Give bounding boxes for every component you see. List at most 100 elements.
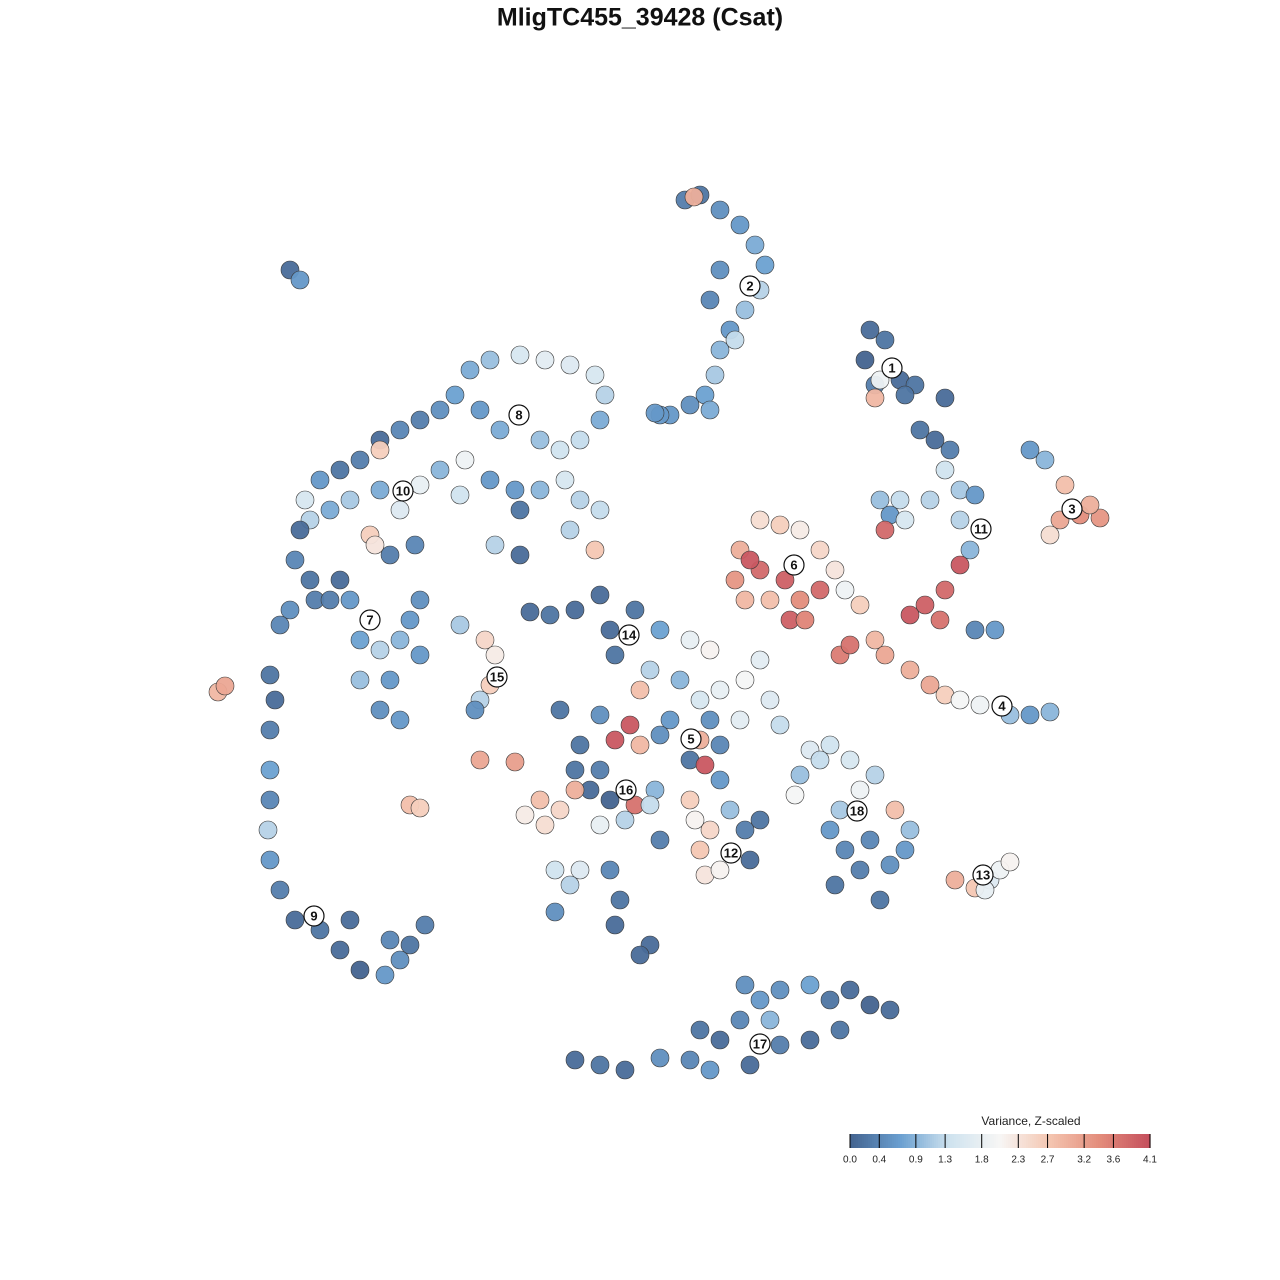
point xyxy=(865,388,885,408)
colorbar-segment xyxy=(936,1134,939,1148)
colorbar-segment xyxy=(928,1134,931,1148)
point xyxy=(950,510,970,530)
colorbar-tick-label: 0.4 xyxy=(872,1155,886,1166)
point xyxy=(585,540,605,560)
point xyxy=(530,790,550,810)
point xyxy=(785,785,805,805)
colorbar-segment xyxy=(906,1134,909,1148)
point xyxy=(950,555,970,575)
point xyxy=(625,600,645,620)
point xyxy=(410,475,430,495)
point xyxy=(735,590,755,610)
point xyxy=(270,880,290,900)
colorbar-segment xyxy=(886,1134,889,1148)
colorbar-tick-label: 4.1 xyxy=(1143,1155,1157,1166)
colorbar-segment xyxy=(968,1134,971,1148)
point xyxy=(935,460,955,480)
point xyxy=(570,430,590,450)
point xyxy=(820,820,840,840)
colorbar-segment xyxy=(884,1134,887,1148)
colorbar-segment xyxy=(966,1134,969,1148)
cluster-label: 18 xyxy=(850,803,864,818)
colorbar-segment xyxy=(994,1134,997,1148)
point xyxy=(935,388,955,408)
point xyxy=(740,1055,760,1075)
point xyxy=(480,350,500,370)
cluster-label: 4 xyxy=(998,698,1006,713)
colorbar-segment xyxy=(1038,1134,1041,1148)
colorbar-segment xyxy=(1120,1134,1123,1148)
cluster-label: 10 xyxy=(396,483,410,498)
colorbar-segment xyxy=(978,1134,981,1148)
colorbar-segment xyxy=(880,1134,883,1148)
point xyxy=(760,690,780,710)
point xyxy=(530,480,550,500)
point xyxy=(840,750,860,770)
colorbar-segment xyxy=(1040,1134,1043,1148)
cluster-label: 17 xyxy=(753,1036,767,1051)
colorbar-segment xyxy=(892,1134,895,1148)
colorbar-segment xyxy=(918,1134,921,1148)
point xyxy=(465,700,485,720)
colorbar-segment xyxy=(954,1134,957,1148)
colorbar-segment xyxy=(1042,1134,1045,1148)
point xyxy=(900,605,920,625)
point xyxy=(485,645,505,665)
colorbar-segment xyxy=(902,1134,905,1148)
colorbar-segment xyxy=(1052,1134,1055,1148)
point xyxy=(790,765,810,785)
point xyxy=(590,815,610,835)
points xyxy=(208,185,1110,1080)
point xyxy=(370,640,390,660)
colorbar-segment xyxy=(1000,1134,1003,1148)
colorbar-segment xyxy=(1078,1134,1081,1148)
colorbar-segment xyxy=(1142,1134,1145,1148)
colorbar-segment xyxy=(900,1134,903,1148)
point xyxy=(410,590,430,610)
colorbar-segment xyxy=(1030,1134,1033,1148)
colorbar-segment xyxy=(912,1134,915,1148)
colorbar-segment xyxy=(1064,1134,1067,1148)
point xyxy=(740,850,760,870)
point xyxy=(710,1030,730,1050)
colorbar-segment xyxy=(982,1134,985,1148)
point xyxy=(700,400,720,420)
point xyxy=(600,790,620,810)
point xyxy=(535,350,555,370)
point xyxy=(390,710,410,730)
point xyxy=(590,585,610,605)
cluster-label: 3 xyxy=(1068,501,1075,516)
point xyxy=(800,1030,820,1050)
point xyxy=(260,850,280,870)
colorbar-segment xyxy=(1116,1134,1119,1148)
colorbar-segment xyxy=(950,1134,953,1148)
point xyxy=(690,840,710,860)
point xyxy=(705,365,725,385)
point xyxy=(850,595,870,615)
cluster-marker xyxy=(615,779,637,801)
colorbar-segment xyxy=(924,1134,927,1148)
point xyxy=(630,680,650,700)
point xyxy=(690,1020,710,1040)
colorbar-tick-label: 1.3 xyxy=(938,1155,952,1166)
colorbar-segment xyxy=(1074,1134,1077,1148)
point xyxy=(260,720,280,740)
cluster-marker xyxy=(972,864,994,886)
point xyxy=(825,875,845,895)
point xyxy=(560,355,580,375)
colorbar-tick-label: 0.9 xyxy=(909,1155,923,1166)
point xyxy=(910,420,930,440)
point xyxy=(270,615,290,635)
point xyxy=(285,550,305,570)
cluster-marker xyxy=(991,695,1013,717)
cluster-label: 2 xyxy=(746,278,753,293)
colorbar-segment xyxy=(932,1134,935,1148)
point xyxy=(870,490,890,510)
point xyxy=(830,1020,850,1040)
point xyxy=(290,270,310,290)
colorbar-segment xyxy=(1056,1134,1059,1148)
point xyxy=(615,810,635,830)
colorbar-segment xyxy=(1104,1134,1107,1148)
colorbar-segment xyxy=(1076,1134,1079,1148)
point xyxy=(750,510,770,530)
